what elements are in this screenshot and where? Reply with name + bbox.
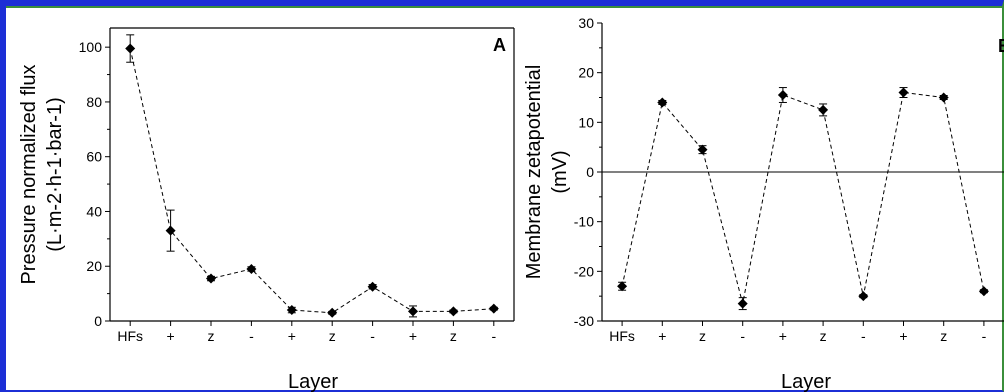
x-tick-label: z [940, 328, 947, 344]
data-point [327, 307, 338, 318]
y-axis-title: Membrane zetapotential [523, 65, 545, 280]
x-tick-label: HFs [117, 328, 143, 344]
panel-label: B [998, 36, 1004, 56]
y-tick-label: 100 [79, 39, 103, 55]
x-axis-title: Layer [288, 371, 338, 392]
chart-panel-a: 0 20 40 60 80 100 HFs + z - + z - + z - A Layer Pressure n… [18, 27, 515, 392]
chart-panel-b: -30 -20 -10 0 10 20 30 HFs + z - + z - + z - B Layer Membra… [523, 15, 1004, 392]
y-tick-label: 0 [586, 164, 594, 180]
series-line [129, 48, 494, 314]
data-point [488, 303, 499, 314]
data-point [367, 281, 378, 292]
y-axis-title: Pressure normalized flux [18, 64, 40, 284]
data-point [858, 291, 869, 302]
data-point [617, 281, 628, 292]
x-tick-label: + [779, 328, 787, 344]
data-point [938, 92, 949, 103]
data-point [697, 144, 708, 155]
frame-top-rule [6, 6, 1002, 8]
x-tick-label: z [699, 328, 706, 344]
x-tick-label: z [820, 328, 827, 344]
data-point [246, 263, 257, 274]
x-tick-label: + [167, 328, 175, 344]
data-point [206, 273, 216, 284]
x-tick-label: + [409, 328, 417, 344]
x-tick-label: HFs [609, 328, 635, 344]
x-tick-label: - [982, 328, 987, 344]
x-axis-title: Layer [781, 371, 831, 392]
x-tick-label: + [658, 328, 666, 344]
x-tick-label: z [450, 328, 457, 344]
data-point [165, 225, 176, 236]
y-tick-label: 20 [86, 258, 102, 274]
y-tick-label: 80 [86, 94, 102, 110]
y-tick-label: 40 [86, 203, 102, 219]
y-tick-label: 60 [86, 149, 102, 165]
x-tick-label: z [329, 328, 336, 344]
x-tick-label: - [740, 328, 745, 344]
y-tick-label: -30 [574, 313, 594, 329]
data-point [737, 298, 748, 309]
panel-label: A [493, 35, 506, 55]
data-point [286, 305, 297, 316]
data-point [818, 104, 829, 115]
y-tick-label: 30 [578, 15, 594, 31]
x-tick-label: z [208, 328, 215, 344]
data-point [408, 306, 418, 317]
y-axis-unit: (mV) [549, 150, 571, 193]
y-tick-label: 20 [578, 65, 594, 81]
x-tick-label: - [370, 328, 375, 344]
data-point [898, 87, 909, 98]
y-tick-label: -20 [574, 263, 594, 279]
y-tick-label: 0 [94, 313, 102, 329]
x-tick-label: - [491, 328, 496, 344]
data-point [777, 90, 788, 101]
data-point [657, 97, 668, 108]
data-point [125, 43, 136, 54]
x-tick-label: + [288, 328, 296, 344]
y-axis-unit: (L·m-2·h-1·bar-1) [44, 97, 66, 251]
series-line [621, 91, 985, 304]
x-tick-label: - [861, 328, 866, 344]
y-tick-label: 10 [578, 114, 594, 130]
x-tick-label: + [899, 328, 907, 344]
data-point [448, 306, 459, 317]
y-tick-label: -10 [574, 214, 594, 230]
x-tick-label: - [249, 328, 254, 344]
data-point [978, 286, 989, 297]
